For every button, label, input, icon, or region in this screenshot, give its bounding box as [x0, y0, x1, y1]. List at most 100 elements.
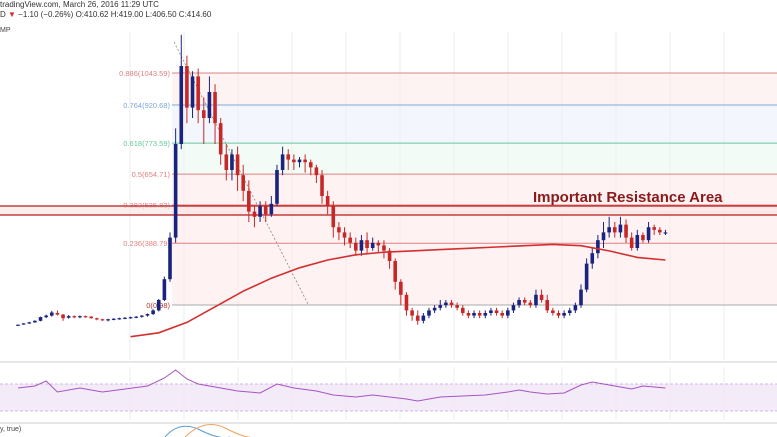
candle-body	[579, 289, 583, 306]
candle-body	[489, 310, 493, 313]
change-arrow-icon: ▼	[8, 10, 16, 19]
candle-body	[44, 315, 48, 318]
oscillator-orange-line	[184, 424, 250, 437]
candle-body	[286, 154, 291, 160]
candle-body	[168, 237, 172, 280]
candle-body	[556, 313, 561, 316]
candle-body	[658, 229, 662, 233]
candle-body	[618, 224, 623, 233]
candle-body	[55, 313, 60, 315]
candle-body	[78, 316, 82, 318]
fib-zone	[172, 243, 777, 305]
candle-body	[173, 144, 178, 238]
candle-body	[218, 123, 223, 155]
candle-body	[66, 316, 71, 318]
candle-body	[607, 227, 611, 233]
candle-body	[573, 305, 578, 311]
candle-body	[460, 307, 465, 313]
candle-body	[646, 227, 651, 241]
candle-body	[624, 224, 628, 238]
candle-body	[151, 310, 155, 315]
candle-body	[652, 227, 656, 230]
candle-body	[292, 159, 296, 163]
rsi-line	[17, 369, 666, 402]
candle-body	[517, 300, 521, 306]
candle-body	[393, 261, 398, 282]
candle-body	[269, 203, 274, 215]
candle-body	[472, 313, 476, 316]
candle-body	[590, 253, 595, 264]
candle-body	[196, 76, 200, 111]
candle-body	[511, 305, 516, 311]
candle-body	[33, 320, 37, 323]
candle-body	[179, 66, 184, 144]
candle-body	[128, 317, 133, 319]
candle-body	[629, 237, 634, 248]
candle-body	[494, 310, 499, 313]
candle-body	[466, 313, 471, 316]
candle-body	[641, 235, 645, 241]
candle-body	[522, 300, 527, 303]
fib-level-label: 0.618(773.59)	[123, 139, 170, 148]
candle-body	[275, 170, 279, 204]
candle-body	[263, 206, 268, 215]
candle-body	[449, 302, 454, 306]
candle-body	[230, 154, 234, 170]
fib-zone	[172, 104, 777, 144]
candle-body	[106, 319, 110, 321]
candle-body	[382, 245, 386, 251]
candle-body	[427, 310, 431, 316]
candle-body	[185, 66, 189, 108]
high-value: H:419.00	[110, 10, 144, 19]
candle-body	[584, 263, 589, 290]
candle-body	[297, 159, 302, 163]
candle-body	[303, 159, 307, 163]
candle-body	[534, 294, 538, 306]
candle-body	[325, 196, 330, 207]
resistance-band	[0, 206, 777, 215]
fib-level-label: 0.5(654.71)	[132, 170, 171, 179]
candle-body	[455, 305, 459, 308]
low-value: L:406.50	[145, 10, 177, 19]
candle-body	[354, 242, 358, 251]
candle-body	[123, 317, 127, 319]
candle-body	[224, 154, 229, 170]
change-value: −1.10 (−0.26%)	[18, 10, 74, 19]
candle-body	[539, 294, 544, 300]
candle-body	[190, 76, 195, 108]
fib-zone	[172, 73, 777, 105]
candle-body	[21, 323, 26, 325]
candle-body	[83, 316, 88, 318]
close-value: C:414.60	[178, 10, 212, 19]
candle-body	[308, 162, 313, 168]
open-value: O:410.62	[75, 10, 109, 19]
candle-body	[635, 235, 640, 248]
candle-body	[89, 316, 93, 319]
candle-body	[213, 92, 217, 124]
candle-body	[241, 175, 245, 191]
fib-zone	[172, 174, 777, 205]
candle-body	[331, 206, 336, 228]
candle-body	[16, 324, 20, 326]
candle-body	[145, 314, 150, 316]
candle-body	[337, 227, 341, 233]
resistance-annotation: Important Resistance Area	[533, 189, 723, 206]
candle-body	[111, 318, 116, 320]
candle-body	[38, 317, 43, 321]
candle-body	[506, 310, 510, 316]
candle-body	[95, 318, 99, 320]
candle-body	[551, 310, 555, 313]
candle-body	[140, 315, 144, 317]
candle-body	[252, 211, 257, 217]
candle-body	[444, 302, 448, 306]
candle-body	[415, 315, 420, 321]
moving-average-line	[130, 243, 666, 338]
trend-line	[173, 41, 309, 305]
candle-body	[567, 310, 572, 313]
candle-body	[612, 227, 617, 233]
candle-body	[117, 318, 122, 320]
candle-body	[320, 175, 324, 196]
candle-body	[477, 313, 482, 316]
symbol-fragment: MP	[0, 27, 11, 34]
